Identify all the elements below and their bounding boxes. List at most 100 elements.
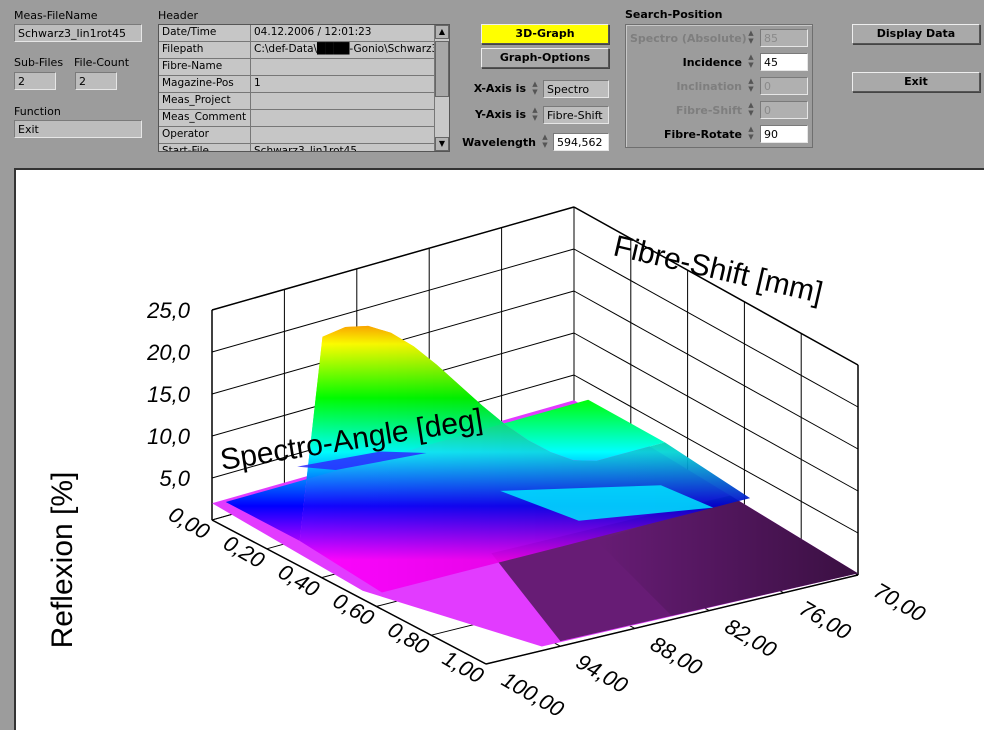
fibre-rotate-spinner-icon[interactable]: ▲ ▼ (748, 125, 754, 141)
scroll-thumb[interactable] (435, 41, 449, 97)
spectro-tick-label: 0,40 (274, 559, 324, 602)
xaxis-label: X-Axis is (473, 82, 526, 95)
header-key-cell: Meas_Project (159, 93, 251, 109)
fibre-rotate-field[interactable]: 90 (760, 125, 808, 143)
box-edge-top (573, 206, 859, 366)
filecount-field[interactable]: 2 (75, 72, 117, 90)
search-position-group (625, 24, 813, 148)
filecount-label: File-Count (74, 56, 130, 69)
header-table-row[interactable]: Meas_Comment (159, 110, 434, 127)
surface-layer (212, 325, 858, 647)
wavelength-label: Wavelength (462, 136, 536, 149)
spectro-tick-label: 0,00 (164, 501, 214, 544)
header-value-cell (251, 110, 434, 126)
inclination-spinner-icon[interactable]: ▲ ▼ (748, 77, 754, 93)
surface-plot-svg: 5,010,015,020,025,00,000,200,400,600,801… (46, 206, 931, 723)
header-key-cell: Operator (159, 127, 251, 143)
fibre-shift-tick-label: 94,00 (572, 649, 633, 699)
incidence-spinner-icon[interactable]: ▲ ▼ (748, 53, 754, 69)
fibre-shift-spinner-icon[interactable]: ▲ ▼ (748, 101, 754, 117)
wavelength-spinner-icon[interactable]: ▲ ▼ (542, 133, 548, 149)
yaxis-label: Y-Axis is (475, 108, 526, 121)
scroll-down-icon[interactable]: ▼ (435, 137, 449, 151)
z-tick-label: 15,0 (147, 382, 191, 407)
header-value-cell (251, 59, 434, 75)
box-edge-top (211, 206, 575, 311)
header-key-cell: Date/Time (159, 25, 251, 41)
surface-ridge-shade (299, 325, 751, 593)
fibre-shift-axis-label: Fibre-Shift [mm] (610, 230, 825, 310)
spectro-tick-label: 0,60 (329, 588, 379, 631)
xaxis-field[interactable]: Spectro (543, 80, 609, 98)
right-wall-hline (573, 374, 859, 534)
header-key-cell: Filepath (159, 42, 251, 58)
subfiles-field[interactable]: 2 (14, 72, 56, 90)
z-tick-label: 20,0 (146, 340, 191, 365)
header-table-row[interactable]: Fibre-Name (159, 59, 434, 76)
header-table-row[interactable]: Meas_Project (159, 93, 434, 110)
wavelength-field[interactable]: 594,562 (553, 133, 609, 151)
z-tick-label: 10,0 (147, 424, 191, 449)
left-wall-hline (211, 248, 575, 353)
header-value-cell: 1 (251, 76, 434, 92)
header-table-row[interactable]: Magazine-Pos 1 (159, 76, 434, 93)
z-tick-label: 5,0 (159, 466, 190, 491)
subfiles-label: Sub-Files (14, 56, 64, 69)
header-key-cell: Magazine-Pos (159, 76, 251, 92)
header-key-cell: Meas_Comment (159, 110, 251, 126)
header-table-row[interactable]: Start-File Schwarz3_lin1rot45 (159, 144, 434, 151)
header-value-cell (251, 93, 434, 109)
surface-shading (597, 495, 858, 617)
surface-cyan-ridge (500, 485, 714, 521)
right-wall-hline (573, 332, 859, 492)
header-table-row[interactable]: Operator (159, 127, 434, 144)
meas-filename-field[interactable]: Schwarz3_lin1rot45 (14, 24, 142, 42)
header-table-row[interactable]: Date/Time 04.12.2006 / 12:01:23 (159, 25, 434, 42)
surface-blue-ledge (297, 451, 427, 470)
fibre-shift-tick-label: 76,00 (795, 595, 856, 645)
search-position-title: Search-Position (625, 8, 723, 21)
fibre-shift-label: Fibre-Shift (675, 104, 742, 117)
yaxis-spinner-icon[interactable]: ▲ ▼ (532, 106, 538, 122)
meas-filename-label: Meas-FileName (14, 9, 98, 22)
exit-button[interactable]: Exit (852, 72, 980, 92)
header-label: Header (158, 9, 199, 22)
scroll-up-icon[interactable]: ▲ (435, 25, 449, 39)
header-scrollbar[interactable]: ▲ ▼ (434, 25, 449, 151)
fibre-shift-tick-label: 82,00 (721, 613, 782, 663)
spectro-spinner-icon[interactable]: ▲ ▼ (748, 29, 754, 45)
fibre-rotate-label: Fibre-Rotate (663, 128, 742, 141)
graph-options-button[interactable]: Graph-Options (481, 48, 609, 68)
header-table[interactable]: Date/Time 04.12.2006 / 12:01:23 Filepath C:… (158, 24, 450, 152)
spectro-abs-field[interactable]: 85 (760, 29, 808, 47)
right-wall-hline (573, 290, 859, 450)
fibre-shift-tick-label: 70,00 (870, 578, 931, 628)
spectro-tick-label: 0,80 (384, 616, 434, 659)
right-wall-hline (573, 248, 859, 408)
reflexion-axis-label: Reflexion [%] (46, 472, 79, 649)
fibre-shift-tick-label: 88,00 (646, 631, 707, 681)
header-value-cell: Schwarz3_lin1rot45 (251, 144, 434, 151)
function-label: Function (14, 105, 61, 118)
graph-3d-button[interactable]: 3D-Graph (481, 24, 609, 44)
header-value-cell: C:\def-Data\████-Gonio\Schwarz3_ (251, 42, 434, 58)
spectro-abs-label: Spectro (Absolute) (630, 32, 747, 45)
fibre-shift-field[interactable]: 0 (760, 101, 808, 119)
fibre-shift-tick-label: 100,00 (498, 667, 569, 723)
yaxis-field[interactable]: Fibre-Shift (543, 106, 609, 124)
spectro-tick-label: 0,20 (219, 530, 269, 573)
inclination-label: Inclination (676, 80, 742, 93)
header-key-cell: Fibre-Name (159, 59, 251, 75)
incidence-label: Incidence (682, 56, 742, 69)
box-edge-front (211, 519, 487, 665)
spectro-tick-label: 1,00 (438, 645, 488, 688)
incidence-field[interactable]: 45 (760, 53, 808, 71)
xaxis-spinner-icon[interactable]: ▲ ▼ (532, 80, 538, 96)
box-edge-right (485, 574, 859, 665)
inclination-field[interactable]: 0 (760, 77, 808, 95)
header-table-row[interactable]: Filepath C:\def-Data\████-Gonio\Schwarz3_ (159, 42, 434, 59)
display-data-button[interactable]: Display Data (852, 24, 980, 44)
header-value-cell (251, 127, 434, 143)
surface-plot-3d[interactable]: 5,0 10,0 15,0 20,0 25,0 0,00 0,20 0,40 0,60 0,80 1… (14, 168, 984, 730)
function-field[interactable]: Exit (14, 120, 142, 138)
